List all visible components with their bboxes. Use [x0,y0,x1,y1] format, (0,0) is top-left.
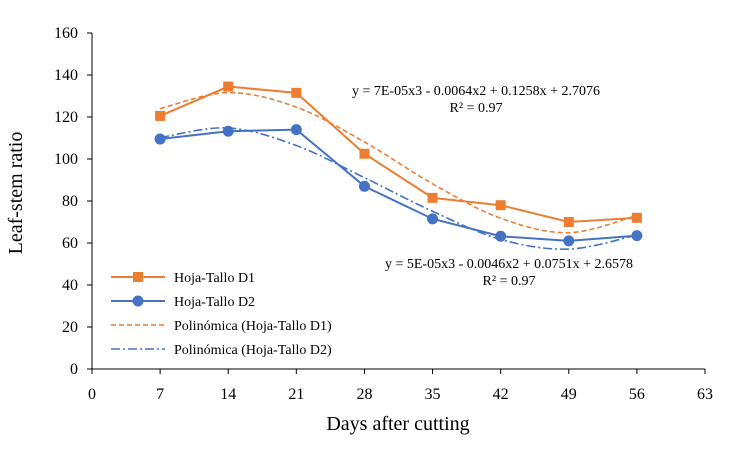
x-tick-label: 42 [493,386,509,403]
legend-label-d1: Hoja-Tallo D1 [174,271,255,286]
legend-marker-square [133,272,143,282]
y-tick-label: 80 [62,193,78,210]
series-1-point [154,133,166,145]
series-0-point [563,217,574,227]
r-squared-d1-text: R² = 0.97 [450,101,503,116]
series-0-point [155,110,166,121]
equation-d2-text: y = 5E-05x3 - 0.0046x2 + 0.0751x + 2.657… [385,257,633,272]
legend-item-poly-d2: Polinómica (Hoja-Tallo D2) [111,343,332,358]
series-0-point [427,192,438,203]
x-axis-label: Days after cutting [326,413,469,435]
x-tick-label: 0 [88,386,96,403]
series-layer [154,81,643,250]
r-squared-d2-text: R² = 0.97 [483,274,536,289]
legend-item-poly-d1: Polinómica (Hoja-Tallo D1) [111,319,332,334]
x-tick-label: 56 [629,386,645,403]
series-1-point [495,230,507,242]
series-0-point [495,200,506,211]
legend-marker-circle [132,295,144,307]
series-1-point [222,125,234,137]
legend: Hoja-Tallo D1 Hoja-Tallo D2 Polinómica (… [111,271,332,358]
series-2-trendline [159,91,638,234]
legend-item-d2: Hoja-Tallo D2 [111,295,255,310]
axes [87,32,706,374]
y-tick-label: 140 [54,67,78,84]
series-0-line [159,85,637,224]
series-1-line [159,128,637,242]
x-tick-label: 21 [288,386,304,403]
legend-label-poly-d1: Polinómica (Hoja-Tallo D1) [174,319,332,334]
series-1-point [358,180,370,192]
series-1-point [631,230,643,242]
y-tick-label: 0 [70,361,78,378]
x-tick-label: 63 [697,386,713,403]
series-0-point [631,212,642,223]
trendline-equation-d1: y = 7E-05x3 - 0.0064x2 + 0.1258x + 2.707… [352,84,600,116]
x-tick-labels: 0 7 14 21 28 35 42 49 56 63 [88,386,713,403]
legend-label-d2: Hoja-Tallo D2 [174,295,255,310]
series-0-point [359,148,370,159]
trendline-equation-d2: y = 5E-05x3 - 0.0046x2 + 0.0751x + 2.657… [385,257,633,289]
series-0-point [291,87,302,98]
x-tick-label: 35 [425,386,441,403]
y-tick-label: 100 [54,151,78,168]
y-tick-labels: 0 20 40 60 80 100 120 140 160 [54,25,78,378]
y-tick-label: 60 [62,235,78,252]
legend-label-poly-d2: Polinómica (Hoja-Tallo D2) [174,343,332,358]
x-tick-label: 49 [561,386,577,403]
y-tick-label: 160 [54,25,78,42]
series-1-point [563,235,575,247]
legend-item-d1: Hoja-Tallo D1 [111,271,255,286]
series-3-trendline [159,127,638,250]
x-tick-label: 28 [356,386,372,403]
series-1-point [427,213,439,225]
series-1-point [290,124,302,136]
y-tick-label: 20 [62,319,78,336]
y-tick-label: 40 [62,277,78,294]
series-0-point [223,81,234,92]
equation-d1-text: y = 7E-05x3 - 0.0064x2 + 0.1258x + 2.707… [352,84,600,99]
y-axis-label: Leaf-stem ratio [5,132,27,255]
x-tick-label: 7 [156,386,164,403]
y-tick-label: 120 [54,109,78,126]
x-tick-label: 14 [220,386,236,403]
